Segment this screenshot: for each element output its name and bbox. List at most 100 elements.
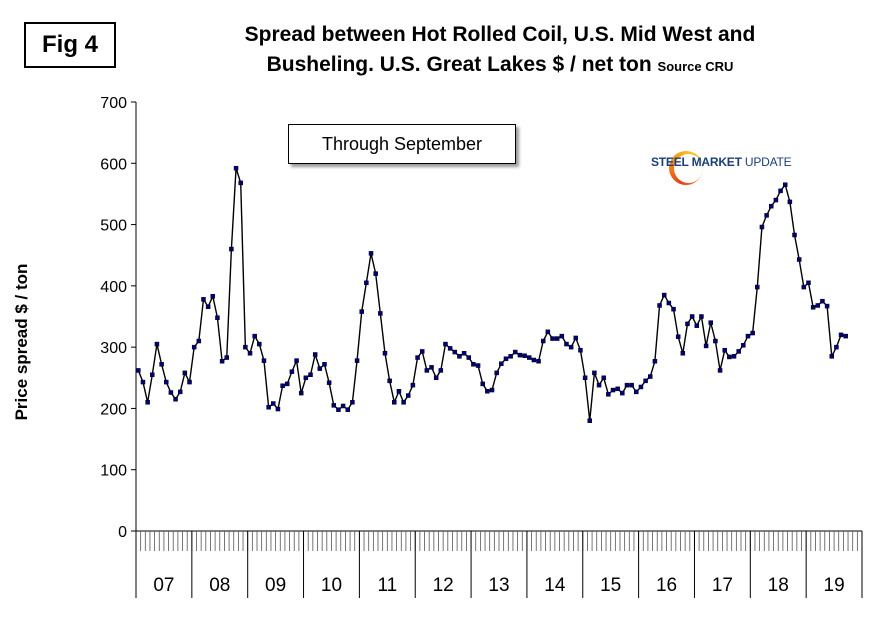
y-tick-label: 100: [100, 463, 127, 480]
data-point: [634, 389, 639, 395]
figure-label: Fig 4: [24, 22, 116, 68]
x-year-label: 11: [377, 575, 397, 596]
data-point: [336, 407, 341, 412]
data-point: [601, 375, 606, 381]
data-point: [182, 370, 188, 376]
x-year-label: 16: [656, 575, 677, 596]
data-point: [433, 375, 439, 381]
data-point: [596, 382, 602, 388]
data-point: [229, 246, 234, 252]
data-point: [219, 358, 225, 364]
x-year-label: 09: [265, 575, 286, 596]
data-point: [652, 358, 658, 364]
chart-title-source: Source CRU: [657, 59, 734, 74]
data-point: [140, 379, 146, 385]
data-point: [578, 347, 583, 353]
x-year-label: 14: [544, 575, 566, 596]
steel-market-update-logo: STEEL MARKET UPDATE: [651, 143, 801, 189]
data-point: [238, 180, 243, 186]
data-point: [457, 354, 462, 359]
data-point: [443, 341, 448, 347]
data-point: [354, 358, 360, 363]
data-point: [145, 400, 150, 405]
logo-swoosh-icon: [669, 151, 703, 185]
data-point: [736, 349, 741, 354]
y-tick-label: 600: [100, 156, 127, 173]
chart-title-line-2-text: Busheling. U.S. Great Lakes $ / net ton: [266, 53, 652, 76]
x-year-label: 12: [433, 575, 454, 596]
data-point: [364, 280, 369, 286]
data-point: [261, 358, 267, 363]
x-year-label: 17: [712, 575, 733, 596]
data-point: [671, 306, 676, 312]
data-point: [699, 314, 704, 319]
data-point: [843, 333, 848, 339]
data-point: [531, 357, 537, 363]
data-point: [666, 300, 672, 306]
data-point: [154, 341, 160, 347]
logo-text-light: UPDATE: [744, 155, 792, 169]
data-point: [401, 400, 406, 405]
data-point: [550, 336, 555, 341]
data-point: [764, 213, 769, 218]
data-point: [545, 329, 551, 335]
x-year-label: 15: [600, 575, 621, 596]
data-point: [317, 366, 323, 371]
data-point: [447, 346, 453, 351]
data-point: [703, 343, 709, 349]
data-point: [503, 356, 509, 362]
data-point: [150, 372, 155, 377]
data-point: [419, 349, 425, 354]
data-point: [252, 333, 257, 339]
data-point: [326, 380, 332, 385]
data-point: [648, 374, 653, 379]
data-point: [257, 341, 262, 347]
data-point: [308, 372, 313, 377]
data-point: [675, 334, 681, 339]
data-point: [275, 406, 281, 412]
data-point: [429, 365, 434, 370]
y-tick-label: 0: [118, 524, 127, 541]
chart-title-line-1: Spread between Hot Rolled Coil, U.S. Mid…: [244, 23, 756, 46]
data-point: [271, 401, 276, 406]
data-point: [489, 387, 495, 393]
data-point: [694, 323, 700, 328]
data-point: [834, 344, 839, 350]
x-year-label: 10: [321, 575, 342, 596]
logo-text-bold: STEEL MARKET: [651, 155, 742, 169]
data-point: [717, 368, 723, 373]
data-point: [708, 320, 713, 325]
data-point: [350, 400, 355, 405]
x-year-label: 18: [768, 575, 789, 596]
data-point: [378, 311, 383, 316]
data-point: [410, 382, 416, 388]
data-point: [382, 351, 388, 356]
y-tick-label: 500: [100, 218, 127, 235]
x-year-label: 07: [153, 575, 174, 596]
data-point: [624, 382, 630, 388]
series-line: [137, 167, 846, 421]
data-point: [838, 332, 844, 338]
data-point: [196, 338, 202, 344]
data-point: [573, 335, 579, 341]
data-point: [727, 354, 732, 360]
data-point: [806, 280, 811, 286]
data-point: [787, 199, 793, 205]
data-point: [810, 305, 816, 310]
data-point: [340, 403, 346, 409]
y-tick-label: 200: [100, 401, 127, 418]
data-point: [438, 368, 444, 373]
data-point: [513, 349, 518, 355]
data-point: [173, 396, 178, 402]
data-point: [373, 271, 378, 276]
data-point: [643, 378, 648, 384]
data-point: [564, 341, 569, 347]
data-point: [782, 182, 788, 187]
annotation-box: Through September: [288, 124, 516, 164]
data-point: [331, 403, 337, 408]
data-point: [233, 165, 239, 171]
data-point: [759, 224, 765, 230]
data-point: [461, 351, 467, 356]
data-point: [536, 358, 541, 364]
data-point: [312, 352, 318, 357]
